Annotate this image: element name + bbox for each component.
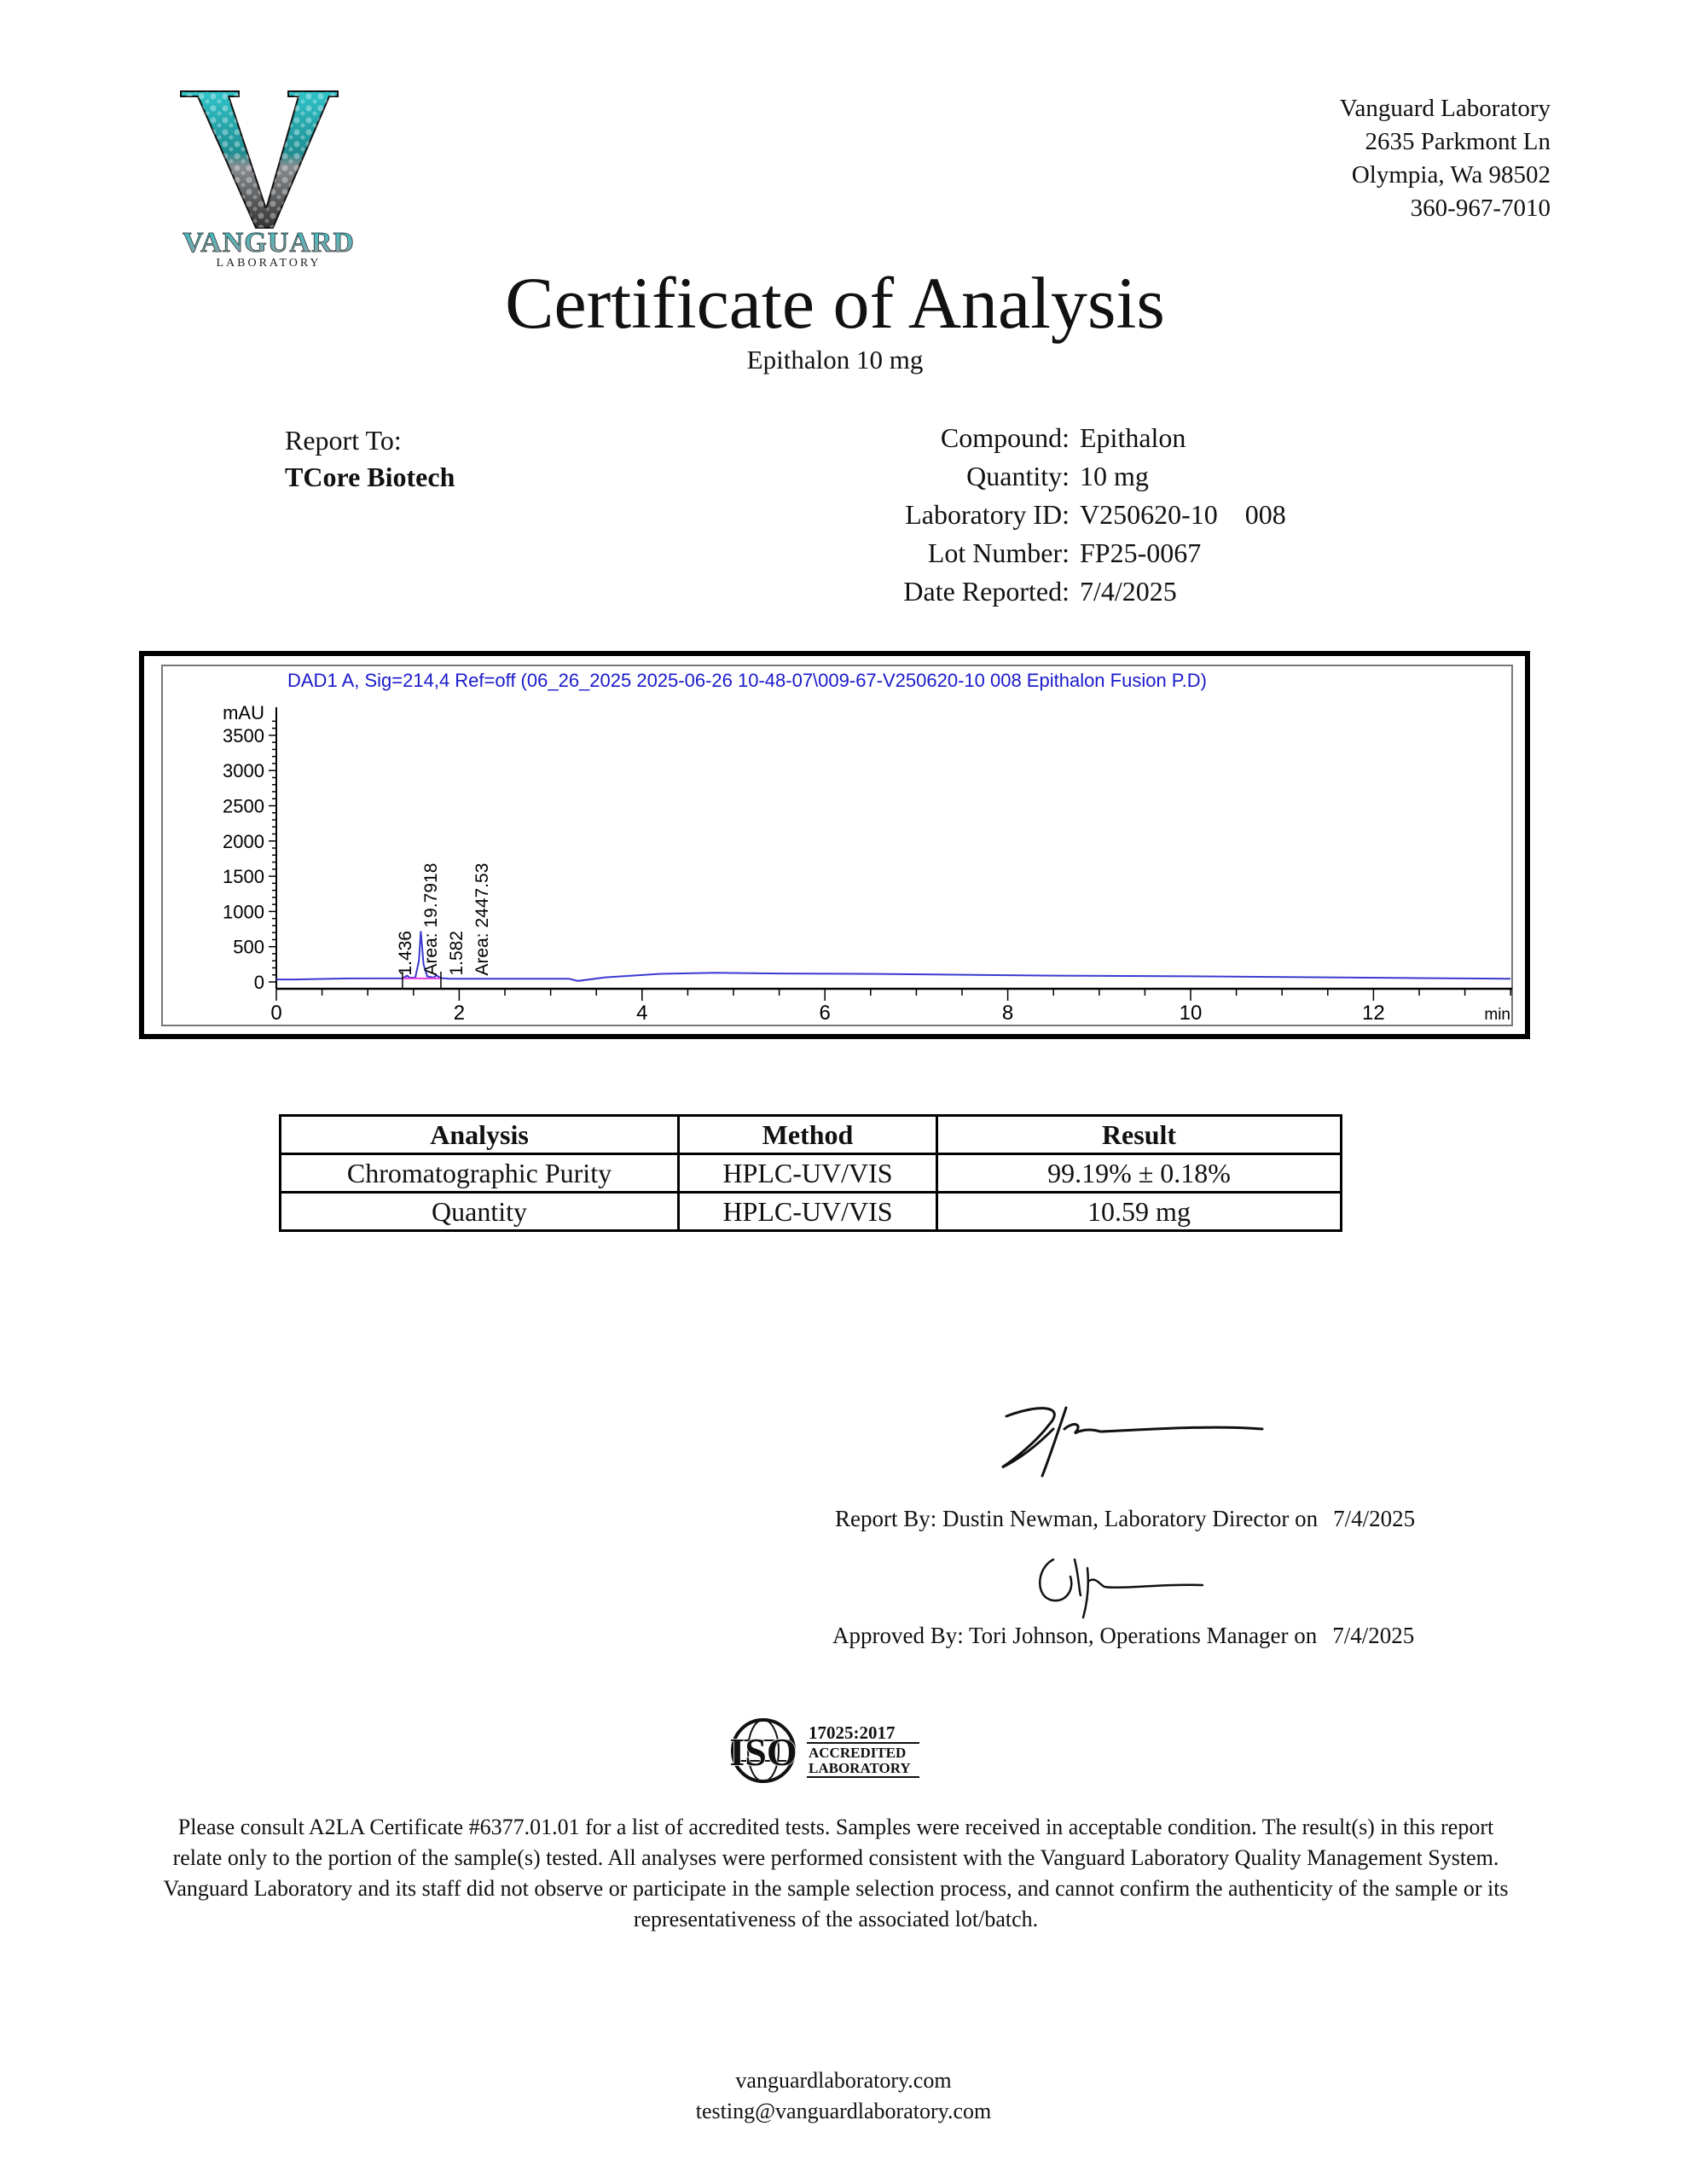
info-value: 10 mg — [1080, 461, 1149, 491]
chromatogram-trace — [276, 931, 1511, 982]
x-tick-label: 6 — [820, 1002, 831, 1025]
header-result: Result — [936, 1114, 1342, 1155]
info-label: Laboratory ID: — [905, 499, 1070, 530]
approved-by-line: Approved By: Tori Johnson, Operations Ma… — [832, 1623, 1414, 1649]
report-by-line: Report By: Dustin Newman, Laboratory Dir… — [835, 1506, 1415, 1532]
y-tick-label: 2500 — [223, 796, 264, 817]
peak-rt-label: 1.436 — [396, 931, 415, 976]
chart-inner-frame — [161, 665, 1513, 1026]
cell-method: HPLC-UV/VIS — [677, 1191, 938, 1232]
info-value: Epithalon — [1080, 422, 1186, 453]
report-by-date: 7/4/2025 — [1333, 1506, 1416, 1531]
svg-text:17025:2017: 17025:2017 — [809, 1722, 896, 1743]
info-value: V250620-10 008 — [1080, 499, 1286, 530]
approved-by-date: 7/4/2025 — [1332, 1623, 1415, 1648]
table-row: Quantity HPLC-UV/VIS 10.59 mg — [279, 1191, 1342, 1232]
svg-text:ACCREDITED: ACCREDITED — [809, 1745, 906, 1761]
info-label: Lot Number: — [927, 537, 1070, 568]
report-by-text: Report By: Dustin Newman, Laboratory Dir… — [835, 1506, 1319, 1531]
page-subtitle: Epithalon 10 mg — [746, 345, 924, 375]
svg-text:LABORATORY: LABORATORY — [216, 257, 321, 269]
header-analysis: Analysis — [279, 1114, 680, 1155]
signature-tori-johnson — [1039, 1558, 1204, 1619]
info-label: Compound: — [940, 422, 1070, 453]
lab-address: Vanguard Laboratory 2635 Parkmont Ln Oly… — [1340, 92, 1551, 225]
y-tick-label: 3500 — [223, 725, 264, 746]
disclaimer: Please consult A2LA Certificate #6377.01… — [163, 1815, 1509, 1931]
report-to-label: Report To: — [285, 425, 402, 456]
table-row: Chromatographic Purity HPLC-UV/VIS 99.19… — [279, 1153, 1342, 1194]
info-value: 7/4/2025 — [1080, 576, 1177, 607]
cell-analysis: Chromatographic Purity — [279, 1153, 680, 1194]
footer-website[interactable]: vanguardlaboratory.com — [735, 2068, 952, 2093]
peak-area-label: Area: 19.7918 — [421, 863, 441, 976]
y-tick-label: 1000 — [223, 901, 264, 922]
header-method: Method — [677, 1114, 938, 1155]
table-header-row: Analysis Method Result — [279, 1114, 1342, 1155]
svg-text:VANGUARD: VANGUARD — [183, 227, 355, 258]
cell-method: HPLC-UV/VIS — [677, 1153, 938, 1194]
client-name: TCore Biotech — [285, 462, 455, 492]
svg-text:ISO: ISO — [729, 1730, 797, 1774]
svg-text:LABORATORY: LABORATORY — [809, 1760, 911, 1776]
iso-accreditation-logo: ISO 17025:2017 ACCREDITED LABORATORY — [729, 1718, 919, 1783]
info-label: Quantity: — [966, 461, 1070, 491]
info-value: FP25-0067 — [1080, 537, 1202, 568]
y-tick-label: 3000 — [223, 760, 264, 781]
chart-title: DAD1 A, Sig=214,4 Ref=off (06_26_2025 20… — [287, 670, 1207, 691]
x-tick-label: 2 — [454, 1002, 465, 1025]
info-label: Date Reported: — [903, 576, 1070, 607]
approved-by-text: Approved By: Tori Johnson, Operations Ma… — [832, 1623, 1318, 1648]
y-axis-label: mAU — [223, 702, 264, 723]
x-tick-label: 10 — [1180, 1002, 1203, 1025]
y-tick-label: 1500 — [223, 866, 264, 887]
cell-analysis: Quantity — [279, 1191, 680, 1232]
cell-result: 10.59 mg — [936, 1191, 1342, 1232]
vanguard-logo: VANGUARD LABORATORY — [162, 81, 375, 270]
peak-rt-label: 1.582 — [447, 931, 467, 976]
y-tick-label: 2000 — [223, 831, 264, 852]
x-tick-label: 8 — [1002, 1002, 1013, 1025]
x-axis-label: min — [1484, 1006, 1510, 1024]
x-tick-label: 4 — [636, 1002, 647, 1025]
y-tick-label: 500 — [233, 937, 264, 958]
peak-area-label: Area: 2447.53 — [472, 863, 492, 976]
lab-phone: 360-967-7010 — [1410, 195, 1551, 222]
lab-name: Vanguard Laboratory — [1339, 95, 1551, 122]
report-to: Report To: TCore Biotech — [285, 422, 455, 496]
page-title: Certificate of Analysis — [505, 262, 1165, 344]
chromatogram-svg: DAD1 A, Sig=214,4 Ref=off (06_26_2025 20… — [161, 665, 1513, 1026]
cell-result: 99.19% ± 0.18% — [936, 1153, 1342, 1194]
x-tick-label: 0 — [270, 1002, 281, 1025]
chromatogram: DAD1 A, Sig=214,4 Ref=off (06_26_2025 20… — [139, 651, 1530, 1039]
results-table: Analysis Method Result Chromatographic P… — [279, 1114, 1342, 1232]
lab-street: 2635 Parkmont Ln — [1365, 128, 1551, 155]
footer-email[interactable]: testing@vanguardlaboratory.com — [695, 2099, 992, 2123]
y-tick-label: 0 — [254, 972, 264, 993]
lab-city: Olympia, Wa 98502 — [1351, 161, 1551, 189]
x-tick-label: 12 — [1362, 1002, 1385, 1025]
signature-dustin-newman — [1001, 1406, 1264, 1478]
